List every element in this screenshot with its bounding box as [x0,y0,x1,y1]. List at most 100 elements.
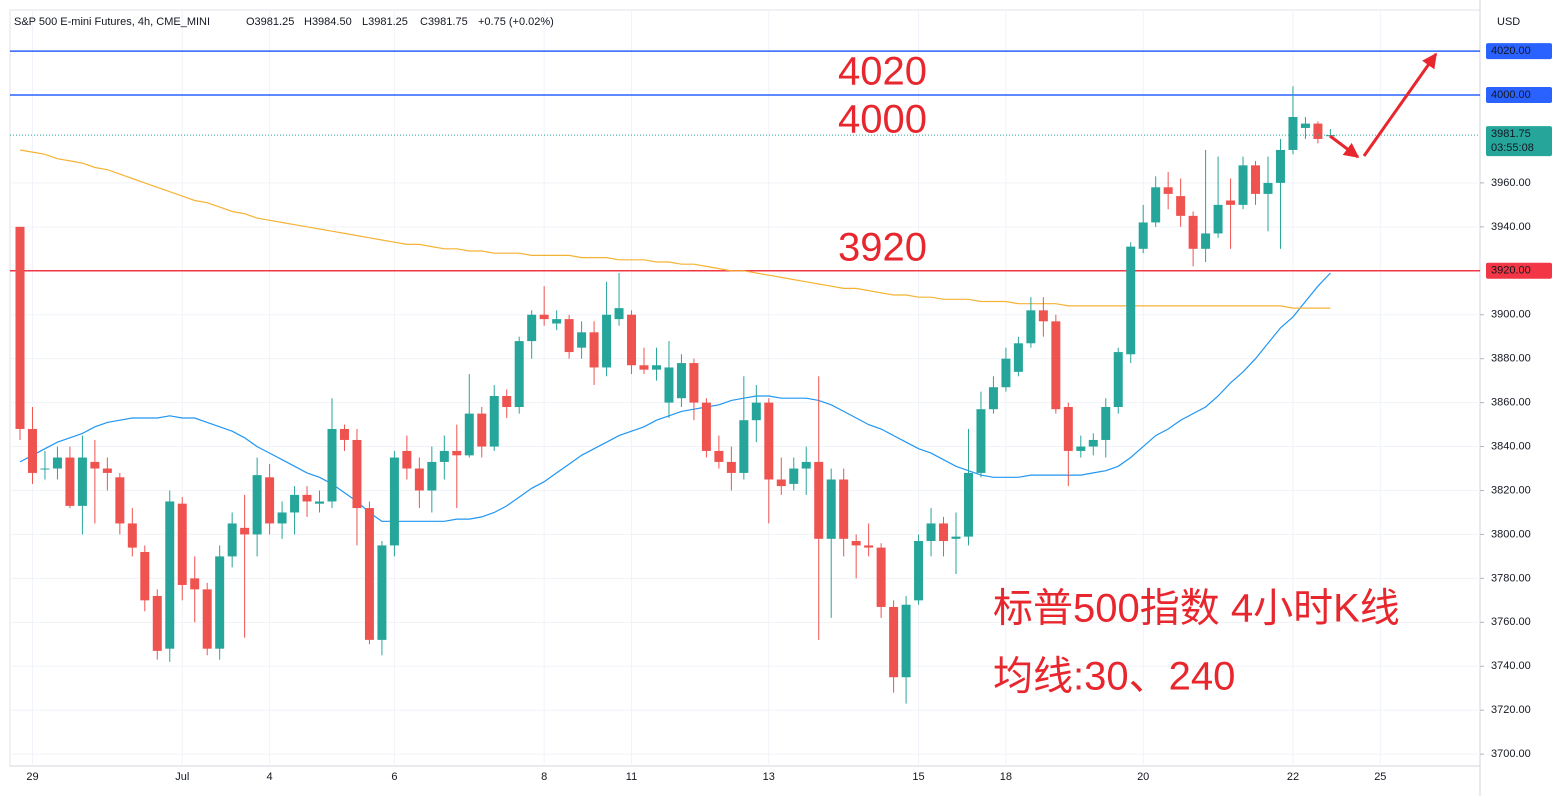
arrow [1329,134,1360,159]
candle-body [1288,116,1298,150]
y-tick-label: 3940.00 [1491,221,1531,233]
y-tick-label: 3700.00 [1491,748,1531,760]
candle-body [963,472,973,537]
x-tick-label: 20 [1137,771,1149,783]
candle-body [489,396,499,447]
candle-body [1313,123,1323,139]
candle-body [27,428,37,473]
candle-body [452,450,462,456]
y-tick-label: 3800.00 [1491,528,1531,540]
y-tick-label: 3720.00 [1491,704,1531,716]
candle-body [614,308,624,320]
candle-body [65,457,75,506]
candle-body [252,475,262,535]
legend-item: C3981.75 [420,16,468,28]
candle-body [1213,204,1223,234]
candle-body [315,501,325,504]
candle-body [951,536,961,539]
x-tick-label: Jul [175,771,189,783]
moving-average [19,149,1331,309]
candle-body [701,402,711,451]
candle-body [127,523,137,548]
candle-body [564,319,574,353]
candle-body [1263,182,1273,194]
moving-average [19,272,1331,522]
candle-body [1201,233,1211,249]
candle-body [1226,200,1236,205]
candle-body [502,396,512,408]
candle-body [402,450,412,469]
legend-item: L3981.25 [362,16,408,28]
level-label: 4000.00 [1491,89,1531,101]
candle-body [364,508,374,640]
x-tick-label: 15 [912,771,924,783]
y-tick-label: 3820.00 [1491,484,1531,496]
candle-body [1026,310,1036,344]
candle-body [427,461,437,491]
candle-body [1163,187,1173,194]
candle-body [1126,246,1136,355]
x-tick-label: 29 [26,771,38,783]
candle-body [327,428,337,502]
candle-body [527,314,537,342]
level-label: 3920.00 [1491,265,1531,277]
annotation: 3920 [838,226,927,270]
x-tick-label: 13 [763,771,775,783]
candle-body [1138,222,1148,249]
candle-body [290,494,300,513]
candle-body [152,595,162,651]
candle-body [789,468,799,484]
candle-body [851,541,861,546]
candle-body [90,461,100,469]
candle-body [277,512,287,524]
candle-body [514,341,524,408]
candle-body [352,439,362,509]
candle-body [776,479,786,487]
last-price-label: 3981.75 [1491,128,1531,140]
candle-body [988,387,998,410]
candle-body [751,402,761,421]
candle-body [15,226,25,429]
candle-body [764,402,774,480]
level-badge [1486,262,1552,279]
candle-body [1151,187,1161,223]
candle-body [140,552,150,601]
candle-body [926,523,936,542]
candle-body [914,541,924,601]
x-tick-label: 6 [391,771,397,783]
candle-body [651,365,661,370]
candle-body [302,494,312,502]
candle-body [876,547,886,607]
candle-body [676,363,686,399]
level-badge [1486,43,1552,60]
candle-body [1300,123,1310,128]
level-label: 4020.00 [1491,45,1531,57]
candle-body [52,457,62,469]
candle-body [801,461,811,469]
y-tick-label: 3860.00 [1491,397,1531,409]
candle-body [602,314,612,368]
candle-body [77,457,87,506]
x-tick-label: 8 [541,771,547,783]
candle-body [976,409,986,473]
candle-body [814,461,824,539]
legend-item: O3981.25 [246,16,294,28]
candle-body [1051,321,1061,410]
x-tick-label: 22 [1287,771,1299,783]
plot [10,50,1480,704]
candle-body [265,477,275,524]
candle-body [1076,446,1086,451]
candle-body [1176,196,1186,216]
candle-body [689,363,699,403]
candle-body [389,457,399,546]
level-badge [1486,87,1552,104]
candle-body [190,578,200,590]
y-tick-label: 3740.00 [1491,660,1531,672]
x-tick-label: 11 [626,771,637,783]
annotation: 标普500指数 4小时K线 [993,587,1400,631]
candle-body [627,314,637,366]
candle-body [664,367,674,403]
candle-body [1251,165,1261,194]
candle-body [414,468,424,491]
